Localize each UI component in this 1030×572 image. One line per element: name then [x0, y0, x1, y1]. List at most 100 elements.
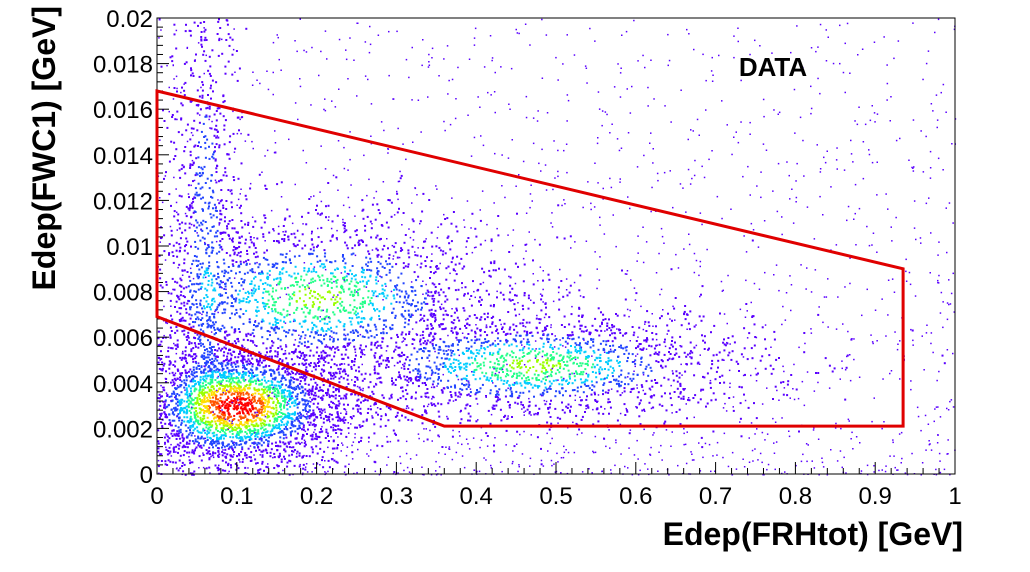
density-point — [413, 338, 416, 341]
density-point — [304, 319, 307, 322]
density-point — [536, 436, 539, 439]
density-point — [311, 326, 314, 329]
density-point — [330, 330, 333, 333]
density-point — [250, 459, 253, 462]
density-point — [167, 350, 170, 353]
density-point — [316, 383, 319, 386]
density-point — [375, 236, 378, 239]
density-point — [251, 268, 254, 271]
density-point — [707, 348, 710, 351]
density-point — [540, 380, 543, 383]
density-point — [192, 429, 195, 432]
density-point — [275, 417, 278, 420]
density-point — [321, 274, 324, 277]
density-point — [276, 262, 279, 265]
density-point — [540, 447, 542, 450]
density-point — [602, 393, 604, 396]
density-point — [311, 388, 314, 391]
density-point — [311, 230, 313, 233]
density-point — [204, 410, 207, 413]
density-point — [319, 259, 322, 262]
density-point — [158, 397, 161, 400]
density-point — [206, 296, 209, 298]
density-point — [235, 342, 237, 345]
density-point — [417, 368, 420, 371]
density-point — [237, 328, 240, 330]
density-point — [350, 253, 353, 256]
density-point — [199, 304, 202, 307]
density-point — [184, 382, 187, 385]
density-point — [171, 419, 174, 422]
density-point — [174, 379, 177, 382]
density-point — [175, 438, 178, 440]
density-point — [444, 295, 447, 298]
density-point — [206, 409, 208, 412]
density-point — [607, 398, 610, 401]
density-point — [491, 374, 494, 377]
density-point — [669, 397, 672, 400]
density-point — [367, 323, 370, 326]
density-point — [307, 311, 310, 314]
density-point — [238, 424, 240, 427]
density-point — [592, 340, 595, 343]
density-point — [208, 396, 211, 399]
density-point — [307, 211, 310, 214]
density-point — [557, 204, 560, 207]
density-point — [355, 316, 358, 319]
density-point — [230, 269, 233, 272]
density-point — [232, 388, 235, 390]
density-point — [433, 361, 436, 364]
density-point — [367, 250, 370, 253]
density-point — [613, 378, 615, 381]
density-point — [257, 399, 260, 402]
density-point — [264, 399, 267, 401]
density-point — [282, 225, 285, 227]
density-point — [341, 357, 344, 360]
density-point — [317, 358, 320, 360]
density-point — [547, 333, 550, 336]
density-point — [283, 406, 286, 409]
density-point — [497, 234, 500, 237]
density-point — [213, 431, 216, 434]
density-point — [257, 322, 260, 325]
density-point — [177, 413, 180, 416]
density-point — [311, 390, 313, 393]
density-point — [365, 244, 368, 247]
density-point — [282, 267, 285, 270]
density-point — [219, 362, 222, 365]
density-point — [175, 409, 178, 412]
density-point — [289, 383, 292, 386]
density-point — [324, 352, 327, 354]
density-point — [261, 393, 264, 396]
density-point — [396, 192, 399, 195]
density-point — [586, 343, 589, 345]
density-point — [181, 409, 184, 412]
density-point — [378, 363, 381, 366]
density-point — [354, 278, 357, 281]
density-point — [335, 432, 338, 434]
density-point — [356, 289, 359, 292]
density-point — [638, 343, 641, 346]
density-point — [250, 438, 253, 441]
density-point — [369, 381, 372, 384]
density-point — [817, 313, 820, 316]
density-point — [207, 280, 210, 282]
density-point — [262, 388, 265, 391]
density-point — [221, 364, 224, 367]
density-point — [448, 365, 451, 368]
density-point — [357, 398, 360, 401]
density-point — [261, 336, 264, 339]
density-point — [704, 341, 706, 344]
density-point — [524, 386, 527, 389]
density-point — [403, 326, 406, 329]
density-point — [292, 424, 295, 427]
density-point — [390, 337, 393, 340]
density-point — [287, 386, 290, 389]
density-point — [214, 464, 217, 467]
density-point — [283, 238, 286, 240]
density-point — [257, 363, 259, 366]
density-point — [396, 336, 399, 338]
density-point — [373, 423, 376, 426]
density-point — [549, 388, 552, 390]
density-point — [331, 220, 334, 223]
